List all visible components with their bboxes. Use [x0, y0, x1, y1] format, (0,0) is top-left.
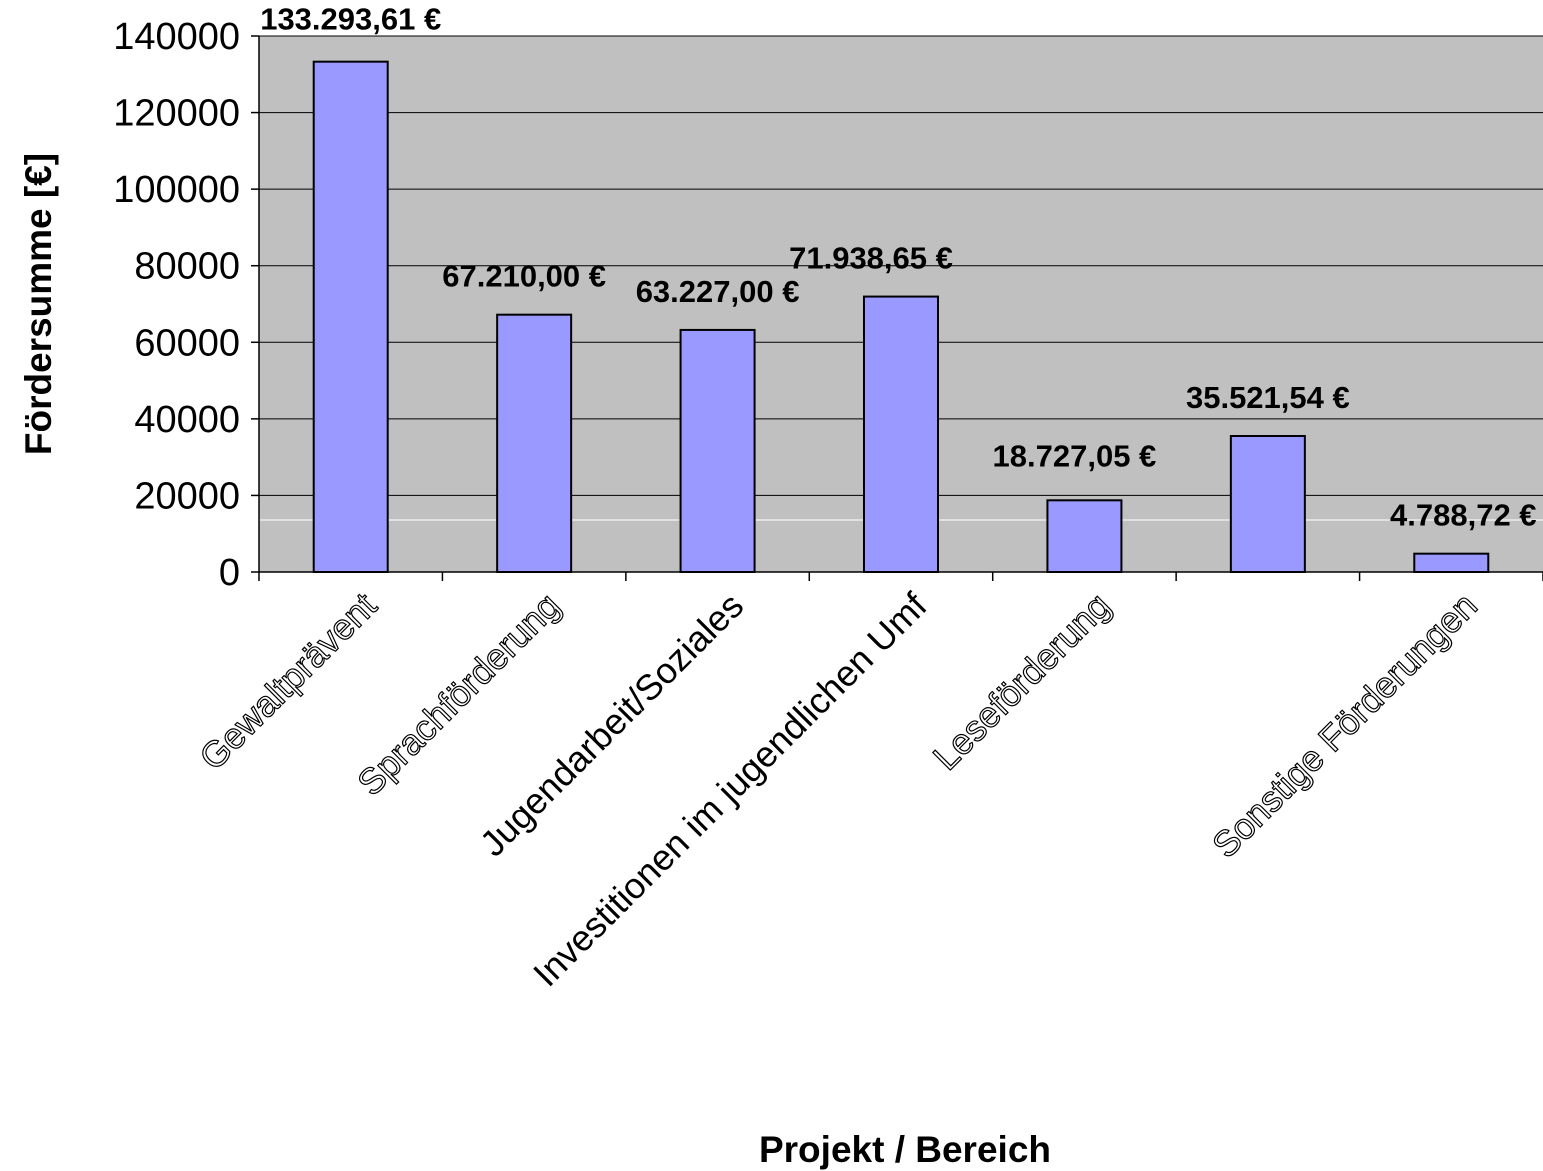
bar — [1046, 499, 1123, 573]
bars — [312, 60, 1490, 573]
x-axis-title: Projekt / Bereich — [759, 1129, 1051, 1170]
x-category-label: Leseförderung — [925, 585, 1118, 778]
y-tick-label: 80000 — [134, 246, 240, 288]
bar — [1229, 435, 1306, 573]
axes — [251, 35, 1543, 581]
bar — [496, 313, 573, 573]
y-tick-label: 0 — [219, 552, 240, 594]
y-tick-labels: 0 20000 40000 60000 80000 100000 120000 140000 — [113, 16, 240, 594]
x-category-labels: GewaltpräventSprachförderungJugendarbeit… — [191, 584, 1486, 994]
data-label: 4.788,72 € — [1390, 498, 1537, 533]
data-label: 63.227,00 € — [636, 274, 800, 309]
data-labels: 133.293,61 € 67.210,00 € 63.227,00 €71.938… — [260, 2, 1536, 533]
y-tick-label: 120000 — [113, 93, 240, 135]
y-tick-label: 20000 — [134, 475, 240, 517]
x-category-label: Sprachförderung — [349, 585, 568, 804]
x-category-label: Sonstige Förderungen — [1204, 585, 1485, 866]
x-category-label: Gewaltprävent — [191, 585, 384, 778]
y-tick-label: 140000 — [113, 16, 240, 58]
bar — [1413, 552, 1490, 573]
bar — [863, 295, 939, 573]
data-label: 67.210,00 € — [442, 259, 606, 294]
data-label: 71.938,65 € — [789, 241, 953, 276]
y-tick-label: 100000 — [113, 169, 240, 211]
bar — [312, 60, 389, 573]
data-label: 35.521,54 € — [1186, 380, 1350, 415]
y-axis-title: Fördersumme [€] — [18, 153, 59, 455]
y-tick-label: 60000 — [134, 322, 240, 364]
data-label: 18.727,05 € — [993, 438, 1157, 473]
y-tick-label: 40000 — [134, 399, 240, 441]
data-label: 133.293,61 € — [260, 2, 441, 37]
bar — [679, 328, 756, 573]
x-category-label: Investitionen im jugendlichen Umf — [525, 584, 935, 994]
